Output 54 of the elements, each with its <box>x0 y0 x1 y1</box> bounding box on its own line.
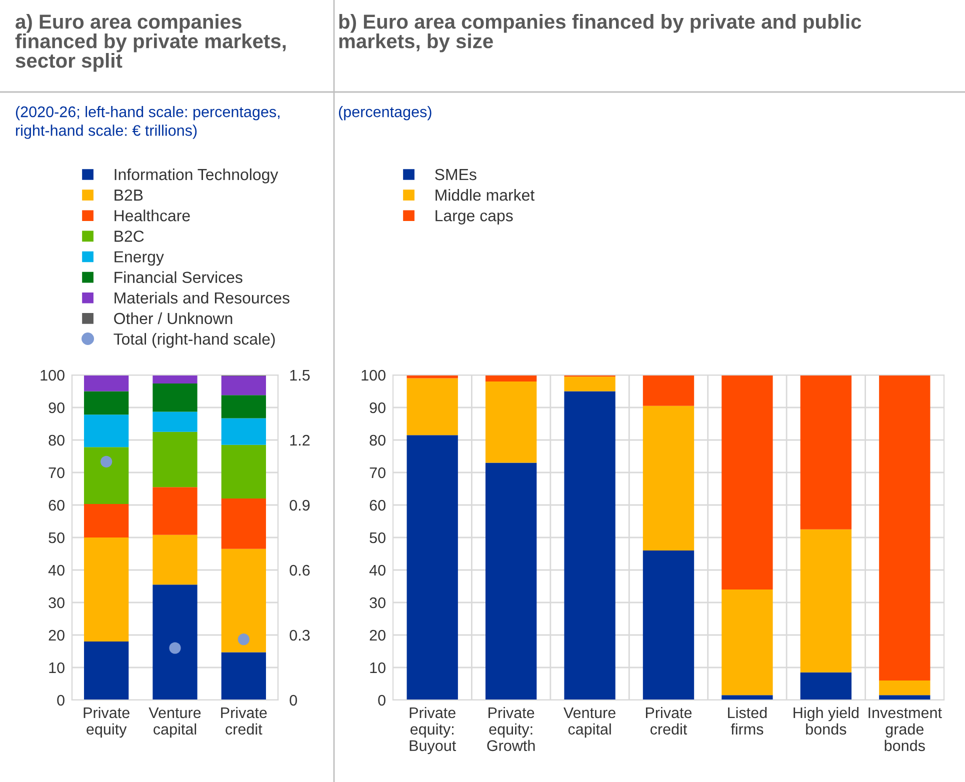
y-tick-label: 50 <box>48 532 64 544</box>
x-tick-label: Private credit <box>221 706 267 735</box>
y2-tick-label: 0.9 <box>290 500 310 511</box>
legend-label: Energy <box>114 251 164 266</box>
y-tick-label: 70 <box>370 467 386 478</box>
y-tick-label: 20 <box>48 630 64 641</box>
y-tick-label: 100 <box>40 370 64 381</box>
legend-label: B2B <box>114 189 143 201</box>
legend-label: Middle market <box>436 189 535 201</box>
y-tick-label: 10 <box>49 662 64 674</box>
legend-label: Information Technology <box>114 168 278 184</box>
y-tick-label: 10 <box>370 662 386 674</box>
chart-subtitle: (percentages) <box>338 106 432 120</box>
chart-title: b) Euro area companies financed by private and public markets, by size <box>339 14 862 52</box>
y2-tick-label: 0.6 <box>290 564 310 576</box>
x-tick-label: High yield bonds <box>794 706 858 735</box>
legend-label: B2C <box>114 230 144 242</box>
y-tick-label: 30 <box>370 597 386 608</box>
y-tick-label: 0 <box>57 694 64 706</box>
y-tick-label: 60 <box>48 500 64 511</box>
x-tick-label: Listed firms <box>728 706 767 735</box>
legend-label: Materials and Resources <box>114 292 290 304</box>
y-tick-label: 40 <box>369 564 386 576</box>
y-tick-label: 30 <box>48 597 64 608</box>
x-tick-label: Investment grade bonds <box>868 708 942 752</box>
y-tick-label: 80 <box>370 434 386 446</box>
x-tick-label: Private equity: Growth <box>487 706 535 752</box>
y-tick-label: 40 <box>48 564 64 576</box>
y-tick-label: 60 <box>370 500 386 511</box>
x-tick-label: Private equity <box>84 706 130 738</box>
x-tick-label: Private credit <box>646 706 692 735</box>
y-tick-label: 0 <box>378 694 386 706</box>
legend-label: Healthcare <box>114 210 190 222</box>
y-tick-label: 90 <box>370 402 386 414</box>
x-tick-label: Venture capital <box>564 708 616 738</box>
y-tick-label: 100 <box>362 370 386 381</box>
y-tick-label: 20 <box>370 630 386 641</box>
y2-tick-label: 1.5 <box>290 370 310 381</box>
y-tick-label: 70 <box>48 467 64 478</box>
y2-tick-label: 1.2 <box>290 434 310 446</box>
y2-tick-label: 0.3 <box>290 630 310 641</box>
y2-tick-label: 0 <box>290 694 298 706</box>
legend-label: SMEs <box>435 168 476 180</box>
chart-subtitle: (2020-26; left-hand scale: percentages, right-hand scale: € trillions) <box>16 106 280 139</box>
y-tick-label: 90 <box>48 402 64 414</box>
legend-label: Large caps <box>436 210 513 224</box>
chart-title: a) Euro area companies financed by private markets, sector split <box>15 14 286 72</box>
legend-label: Financial Services <box>114 271 242 284</box>
legend-label: Other / Unknown <box>114 312 232 324</box>
y-tick-label: 80 <box>48 434 64 446</box>
x-tick-label: Private equity: Buyout <box>410 706 456 754</box>
y-tick-label: 50 <box>370 532 386 544</box>
x-tick-label: Venture capital <box>148 708 201 738</box>
legend-label: Total (right-hand scale) <box>114 332 275 348</box>
